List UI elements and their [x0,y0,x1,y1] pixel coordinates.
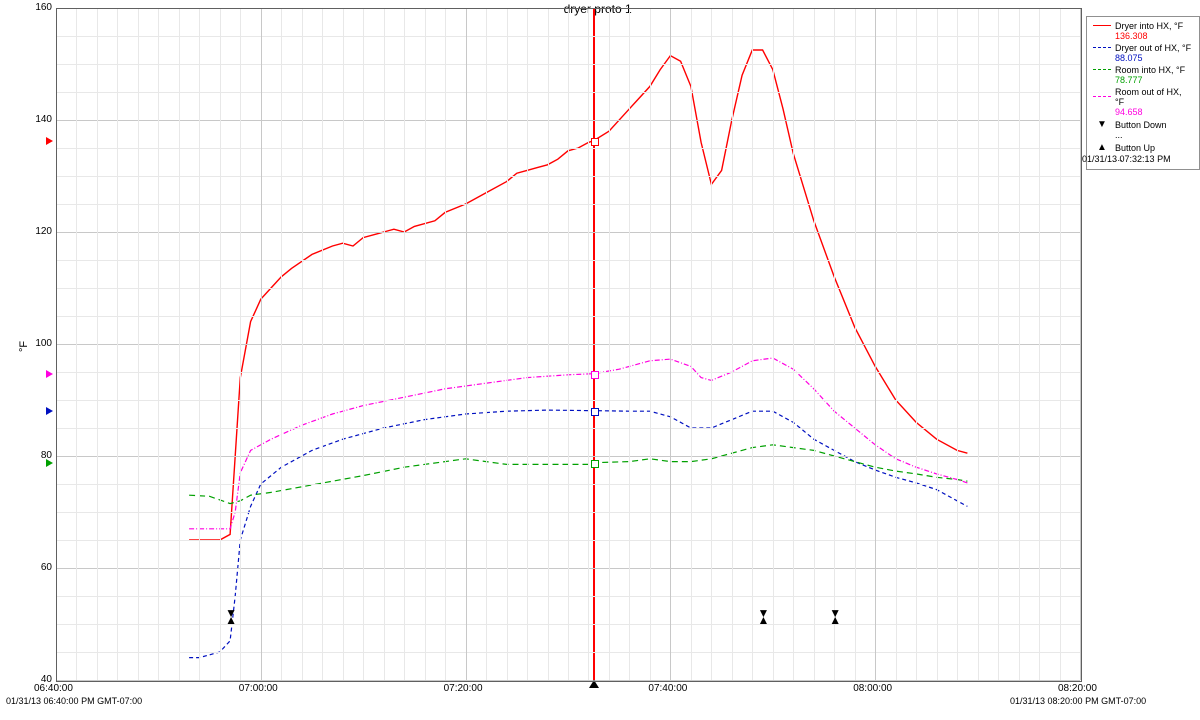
y-tick-label: 100 [35,338,52,349]
legend-item-dryer_out_hx[interactable]: Dryer out of HX, °F88.075 [1093,43,1193,63]
legend-value: 88.075 [1115,53,1193,63]
y-tick-label: 160 [35,2,52,13]
legend-label: Button Up [1115,143,1155,153]
x-tick-label: 08:00:00 [853,683,892,694]
triangle-up-icon: ▲ [1093,142,1111,153]
legend-item-dryer_into_hx[interactable]: Dryer into HX, °F136.308 [1093,21,1193,41]
axis-marker-room_out_hx [46,370,53,378]
legend-label: Dryer out of HX, °F [1115,43,1191,53]
legend-item-room_out_hx[interactable]: Room out of HX, °F94.658 [1093,87,1193,117]
legend-box[interactable]: Dryer into HX, °F136.308Dryer out of HX,… [1086,16,1200,170]
x-secondary-label-right: 01/31/13 08:20:00 PM GMT-07:00 [1010,696,1146,706]
plot-area[interactable] [56,8,1082,682]
x-tick-label: 07:00:00 [239,683,278,694]
legend-label: Dryer into HX, °F [1115,21,1183,31]
legend-swatch-icon [1093,22,1111,30]
axis-marker-dryer_out_hx [46,407,53,415]
x-secondary-label-left: 01/31/13 06:40:00 PM GMT-07:00 [6,696,142,706]
triangle-down-icon: ▼ [1093,119,1111,130]
legend-swatch-icon [1093,66,1111,74]
legend-label: Room out of HX, °F [1115,87,1193,107]
x-tick-label: 08:20:00 [1058,683,1097,694]
legend-label: Button Down [1115,120,1167,130]
legend-label: Room into HX, °F [1115,65,1185,75]
legend-item-room_into_hx[interactable]: Room into HX, °F78.777 [1093,65,1193,85]
legend-sub: ... [1115,130,1193,140]
y-tick-label: 140 [35,114,52,125]
legend-swatch-icon [1093,44,1111,52]
x-tick-label: 06:40:00 [34,683,73,694]
legend-value: 94.658 [1115,107,1193,117]
y-tick-label: 60 [41,562,52,573]
legend-swatch-icon [1093,93,1111,101]
legend-item-extra[interactable]: ▼ Button Down... [1093,119,1193,140]
x-tick-label: 07:20:00 [444,683,483,694]
axis-marker-dryer_into_hx [46,137,53,145]
cursor-timestamp: 01/31/13 07:32:13 PM [1082,154,1171,164]
legend-value: 78.777 [1115,75,1193,85]
chart-root: dryer proto 1 °F Dryer into HX, °F136.30… [0,0,1200,720]
legend-value: 136.308 [1115,31,1193,41]
x-tick-label: 07:40:00 [648,683,687,694]
y-axis-title: °F [18,341,30,352]
y-tick-label: 120 [35,226,52,237]
axis-marker-room_into_hx [46,459,53,467]
